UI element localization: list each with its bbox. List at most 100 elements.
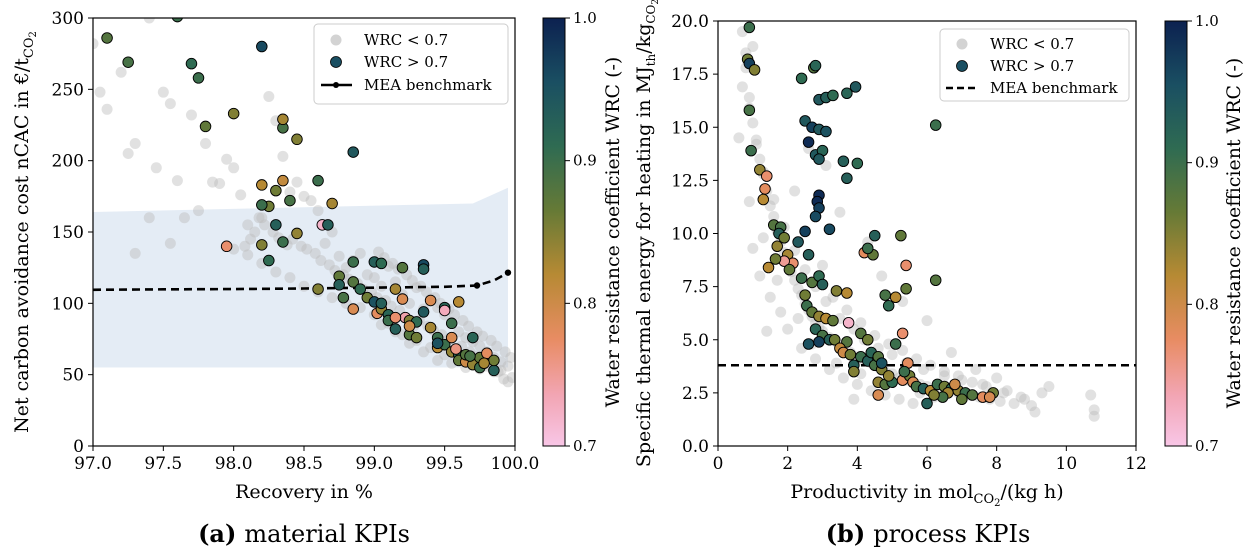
panel-b-x-label-sub2: 2	[994, 498, 1000, 509]
panel-a-point-wrc-low	[373, 246, 385, 258]
panel-a-point-wrc-high	[375, 257, 388, 270]
panel-b-y-tick-label: 7.5	[682, 278, 709, 298]
panel-a-caption: (a) material KPIs	[198, 519, 410, 548]
panel-b-legend-box	[939, 28, 1130, 102]
panel-a-point-wrc-low	[506, 372, 515, 384]
panel-a-point-wrc-high	[347, 276, 359, 288]
panel-a-benchmark-marker	[504, 269, 512, 276]
panel-b-point-wrc-low	[1015, 391, 1027, 403]
panel-b-point-wrc-low	[761, 325, 773, 337]
panel-a-point-wrc-low	[502, 360, 514, 372]
panel-b-colorbar-bar	[1164, 20, 1188, 447]
panel-a-legend-box	[313, 23, 509, 105]
panel-a-point-wrc-high	[277, 236, 289, 248]
panel-b-x-label-tail: /(kg h)	[1000, 481, 1063, 503]
panel-a-point-wrc-low	[94, 86, 106, 98]
panel-a-point-wrc-low	[93, 38, 99, 50]
panel-a-point-wrc-low	[301, 243, 313, 255]
panel-b-point-wrc-high	[743, 21, 756, 34]
panel-a-point-wrc-low	[387, 257, 399, 269]
panel-a-x-tick-label: 97.5	[144, 454, 182, 474]
panel-a-point-wrc-low	[185, 109, 197, 121]
panel-b-point-wrc-high	[949, 378, 961, 391]
panel-a-x-tick-label: 99.5	[426, 454, 464, 474]
panel-a-point-wrc-high	[192, 72, 205, 84]
panel-a-legend-wrc-low: WRC < 0.7	[364, 31, 448, 49]
panel-a-point-wrc-low	[319, 237, 331, 249]
panel-a-caption-letter: (a)	[198, 519, 236, 548]
panel-b-colorbar-tick-label: 0.7	[1195, 437, 1219, 455]
panel-b-point-wrc-low	[966, 376, 978, 388]
panel-b-y-tick-label: 2.5	[682, 384, 709, 404]
panel-a-point-wrc-low	[129, 138, 141, 150]
panel-b-point-wrc-low	[938, 370, 950, 382]
panel-a-point-wrc-low	[270, 266, 282, 278]
panel-b-point-wrc-low	[1043, 381, 1055, 392]
panel-b-colorbar-tick-label: 1.0	[1195, 12, 1219, 30]
panel-b-colorbar-label: Water resistance coefficient WRC (-)	[1223, 58, 1245, 409]
panel-a-point-wrc-low	[235, 189, 247, 201]
panel-a-point-wrc-low	[143, 18, 155, 24]
panel-b-point-wrc-low	[841, 304, 853, 316]
panel-b-point-wrc-low	[743, 92, 755, 103]
panel-b-point-wrc-high	[828, 334, 841, 346]
panel-a-point-wrc-high	[403, 320, 416, 332]
panel-a-point-wrc-low	[309, 247, 321, 259]
panel-b-point-wrc-high	[771, 240, 783, 252]
panel-b-y-tick-label: 5.0	[682, 331, 709, 351]
panel-b-x-tick-label: 8	[991, 454, 1002, 474]
panel-b-point-wrc-high	[928, 389, 940, 401]
panel-a-point-wrc-low	[485, 334, 497, 346]
panel-b-point-wrc-low	[848, 393, 860, 405]
panel-a-point-wrc-low	[284, 272, 296, 284]
panel-a-point-wrc-low	[505, 352, 515, 364]
panel-b-point-wrc-high	[783, 263, 796, 276]
panel-a-point-wrc-high	[270, 219, 282, 231]
panel-a-point-wrc-low	[418, 346, 430, 358]
panel-a-point-wrc-high	[333, 279, 345, 291]
panel-a-point-wrc-low	[368, 272, 380, 284]
panel-b-point-wrc-high	[872, 389, 884, 401]
panel-a-point-wrc-low	[259, 219, 271, 231]
panel-b-point-wrc-low	[893, 393, 905, 405]
panel-b-point-wrc-high	[757, 193, 770, 206]
panel-b-legend-wrc-high: WRC > 0.7	[990, 57, 1074, 75]
panel-b-point-wrc-low	[1088, 410, 1100, 422]
panel-b-point-wrc-high	[813, 153, 825, 165]
panel-b-point-wrc-low	[768, 194, 780, 205]
panel-b-point-wrc-low	[764, 291, 776, 303]
panel-a-point-wrc-low	[354, 247, 366, 259]
panel-a-point-wrc-high	[312, 283, 324, 295]
panel-b-point-wrc-low	[1036, 387, 1048, 399]
panel-a-point-wrc-high	[375, 297, 388, 310]
panel-a-caption-text: material KPIs	[244, 520, 410, 548]
panel-b-point-wrc-high	[799, 225, 811, 238]
panel-b-point-wrc-high	[759, 183, 771, 195]
panel-a-point-wrc-high	[270, 184, 282, 197]
panel-a-point-wrc-low	[305, 195, 317, 207]
panel-b-point-wrc-high	[889, 291, 902, 304]
panel-b-y-tick-label: 20.0	[671, 12, 709, 32]
panel-b-point-wrc-high	[898, 365, 911, 378]
panel-b-y-tick-label: 0.0	[682, 437, 709, 457]
panel-b-point-wrc-low	[977, 378, 989, 390]
panel-a-point-wrc-high	[424, 321, 437, 334]
panel-a-point-wrc-low	[411, 282, 423, 294]
panel-a-point-wrc-low	[253, 212, 265, 224]
panel-b-point-wrc-high	[896, 327, 909, 340]
panel-a-point-wrc-high	[263, 254, 275, 267]
panel-b-y-axis-label: Specific thermal energy for heating in M…	[633, 0, 661, 467]
panel-b-point-wrc-low	[810, 353, 822, 365]
panel-b-point-wrc-low	[970, 364, 982, 375]
panel-a-y-label-sub1: CO	[22, 38, 37, 59]
panel-b-point-wrc-high	[795, 272, 808, 284]
panel-b-point-wrc-high	[762, 261, 775, 274]
panel-b-point-wrc-high	[841, 87, 853, 99]
panel-a-point-wrc-low	[171, 175, 183, 187]
panel-b-point-wrc-low	[754, 270, 766, 282]
panel-a-point-wrc-low	[228, 162, 240, 174]
panel-a-colorbar-tick-label: 0.7	[573, 437, 597, 455]
panel-b-point-wrc-high	[889, 338, 902, 350]
panel-a-mea-benchmark-line	[93, 271, 509, 292]
panel-b-point-wrc-low	[820, 296, 832, 307]
